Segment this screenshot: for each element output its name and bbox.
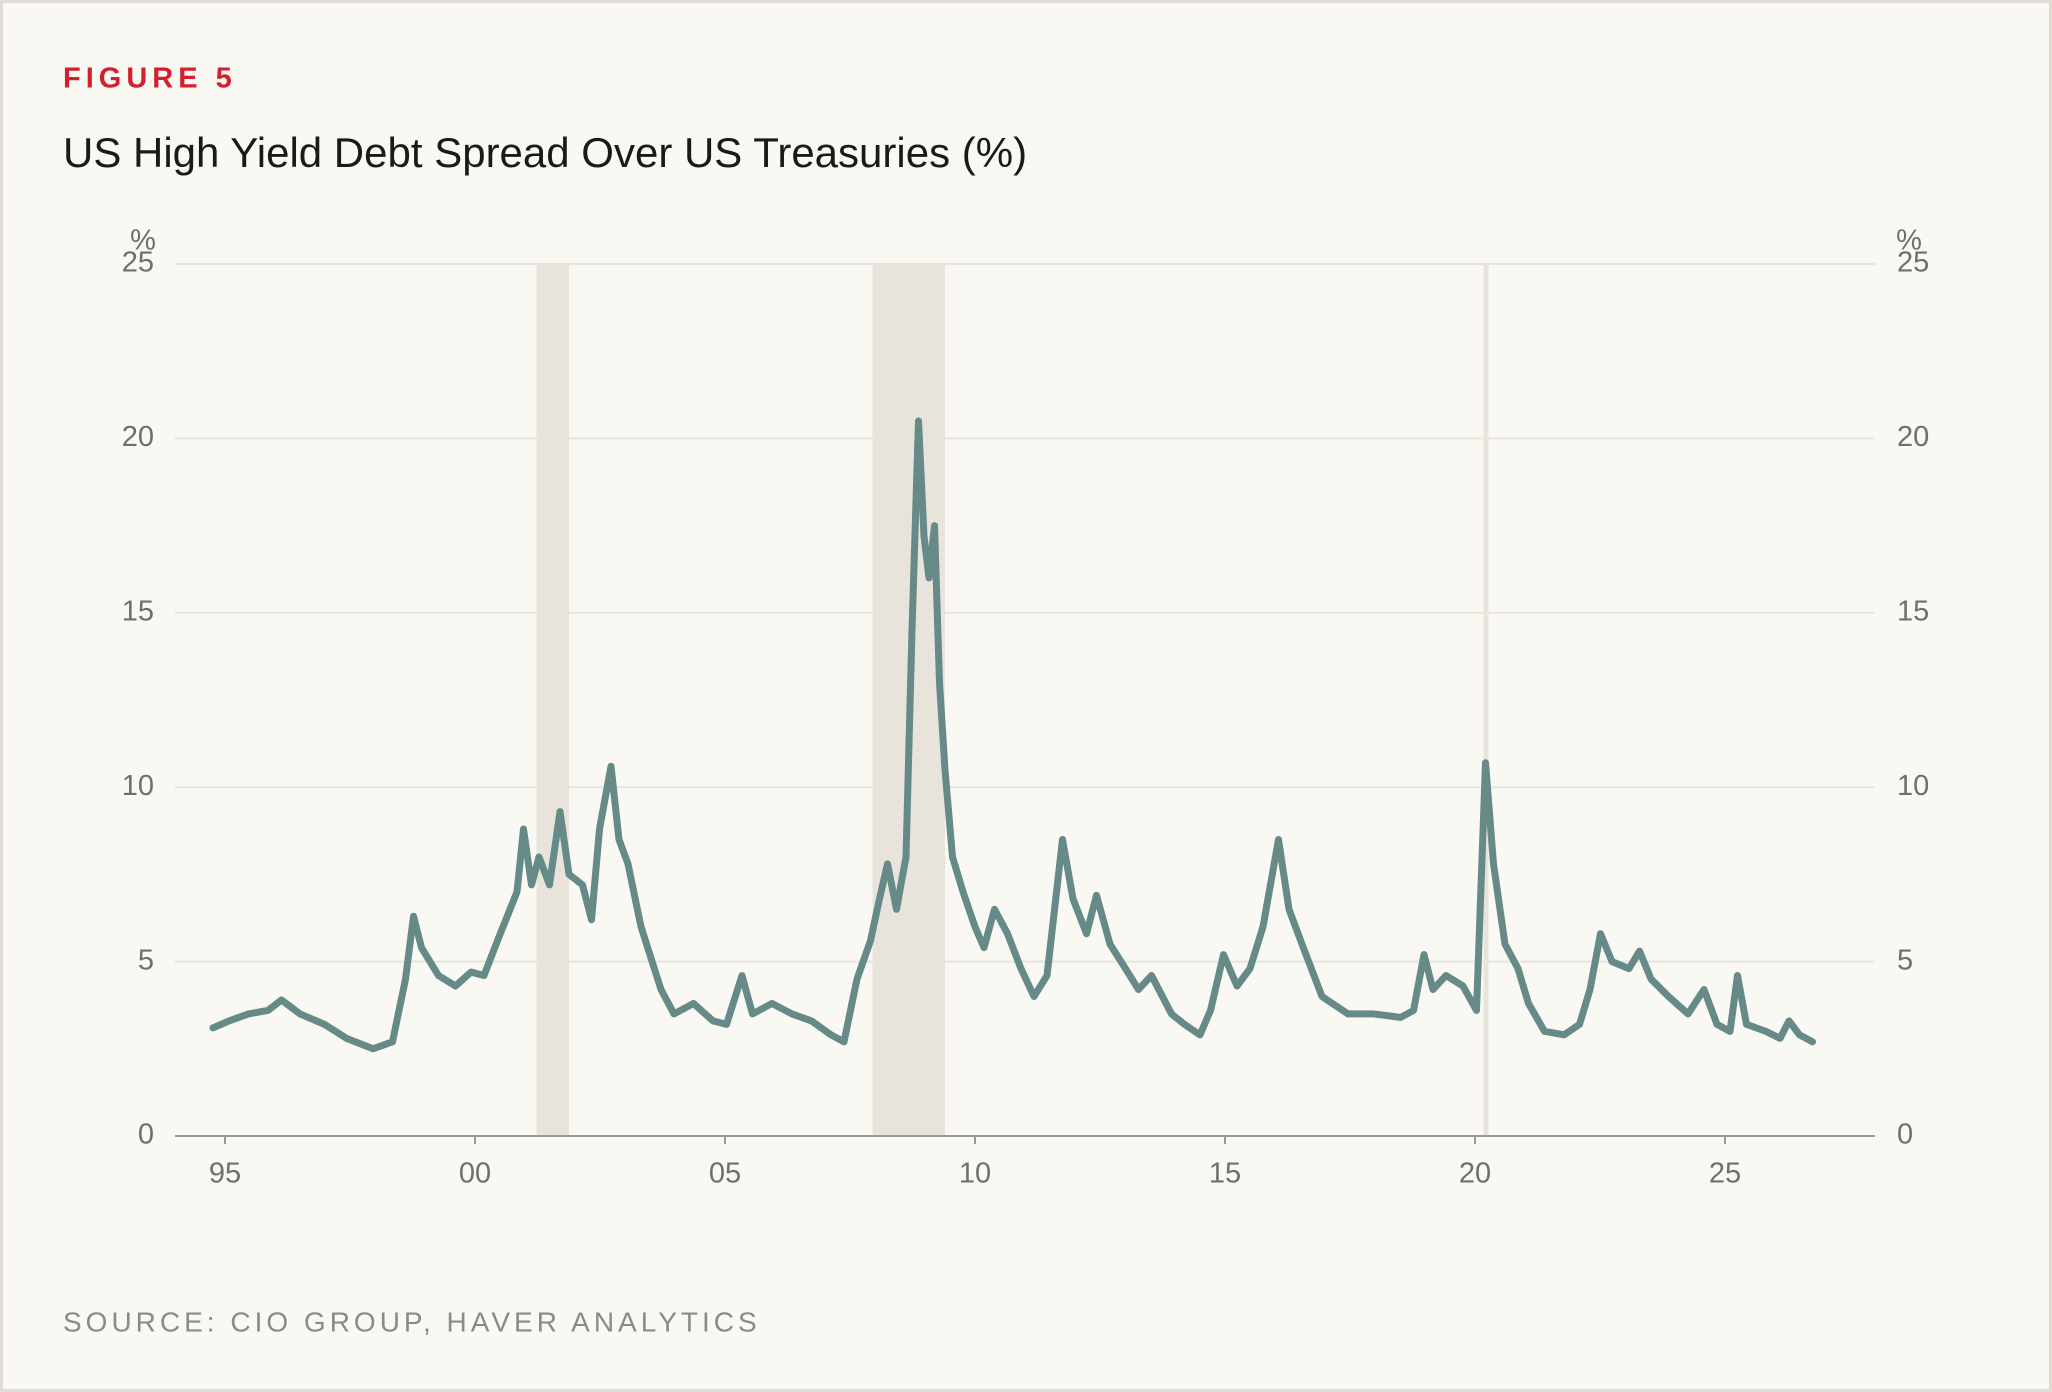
x-tick-label: 10 (959, 1158, 991, 1190)
y-tick-label: 5 (138, 944, 154, 976)
y-tick-label: 0 (138, 1119, 154, 1151)
y-tick-label: 20 (122, 421, 154, 453)
figure-label: FIGURE 5 (63, 63, 237, 95)
x-tick-label: 05 (709, 1158, 741, 1190)
y2-tick-label: 25 (1897, 247, 1929, 279)
x-tick-label: 95 (209, 1158, 241, 1190)
y2-tick-label: 20 (1897, 421, 1929, 453)
y-unit: % (130, 225, 156, 257)
source: SOURCE: CIO GROUP, HAVER ANALYTICS (63, 1306, 761, 1337)
recession-band (1483, 264, 1489, 1136)
y2-tick-label: 5 (1897, 944, 1913, 976)
x-tick-label: 15 (1209, 1158, 1241, 1190)
y-tick-label: 25 (122, 247, 154, 279)
y2-tick-label: 10 (1897, 770, 1929, 802)
recession-band (536, 264, 569, 1136)
x-tick-label: 00 (459, 1158, 491, 1190)
y2-tick-label: 15 (1897, 595, 1929, 627)
spread-line (209, 417, 1816, 1053)
chart-title: US High Yield Debt Spread Over US Treasu… (63, 129, 1027, 176)
y2-unit: % (1896, 225, 1922, 257)
y-tick-label: 10 (122, 770, 154, 802)
y2-tick-label: 0 (1897, 1119, 1913, 1151)
y-tick-label: 15 (122, 595, 154, 627)
x-tick-label: 20 (1459, 1158, 1491, 1190)
x-tick-label: 25 (1709, 1158, 1741, 1190)
